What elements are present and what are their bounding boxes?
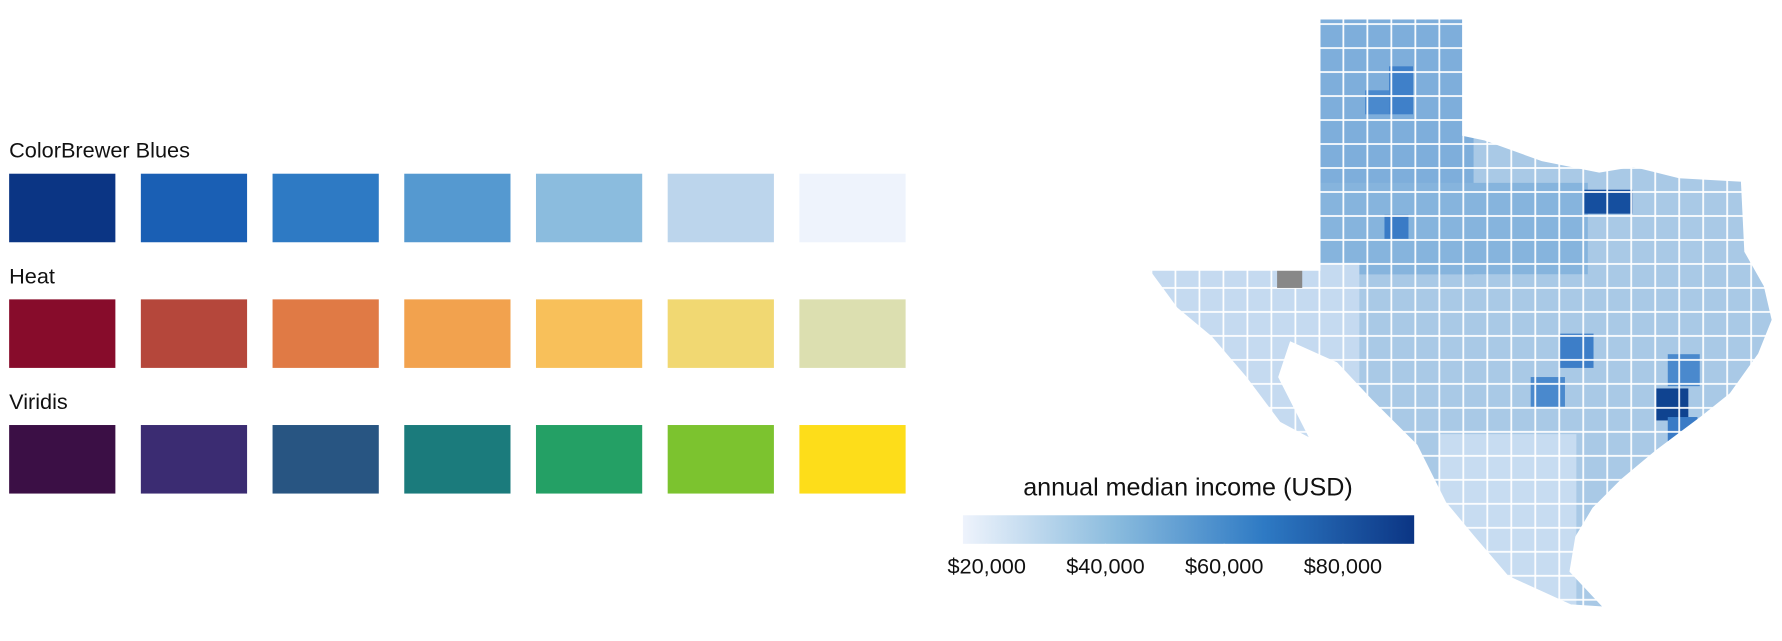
palette-name: Viridis: [9, 389, 68, 414]
swatch: [9, 425, 116, 494]
swatch: [667, 425, 774, 494]
colorbar-tick-label: $80,000: [1304, 554, 1382, 579]
swatch: [272, 173, 379, 243]
swatch: [535, 299, 643, 368]
swatch: [404, 299, 511, 368]
colorbar: [962, 515, 1415, 544]
palette-name: Heat: [9, 263, 55, 288]
swatch: [535, 173, 643, 243]
colorbar-tick-label: $60,000: [1185, 554, 1263, 579]
swatch: [140, 173, 248, 243]
colorbar-tick-label: $40,000: [1066, 554, 1144, 579]
swatch: [272, 425, 379, 494]
swatch: [140, 425, 248, 494]
swatch: [404, 173, 511, 243]
swatch: [272, 299, 379, 368]
swatch: [799, 425, 906, 494]
swatch: [140, 299, 248, 368]
swatch: [9, 299, 116, 368]
swatch: [667, 173, 774, 243]
swatch: [9, 173, 116, 243]
swatch: [799, 299, 906, 368]
colorbar-tick-label: $20,000: [948, 554, 1026, 579]
legend-title: annual median income (USD): [1023, 474, 1353, 502]
swatch: [667, 299, 774, 368]
palette-name: ColorBrewer Blues: [9, 138, 190, 163]
map-county-missing: [1277, 269, 1303, 288]
swatch: [535, 425, 643, 494]
swatch: [799, 173, 906, 243]
swatch: [404, 425, 511, 494]
